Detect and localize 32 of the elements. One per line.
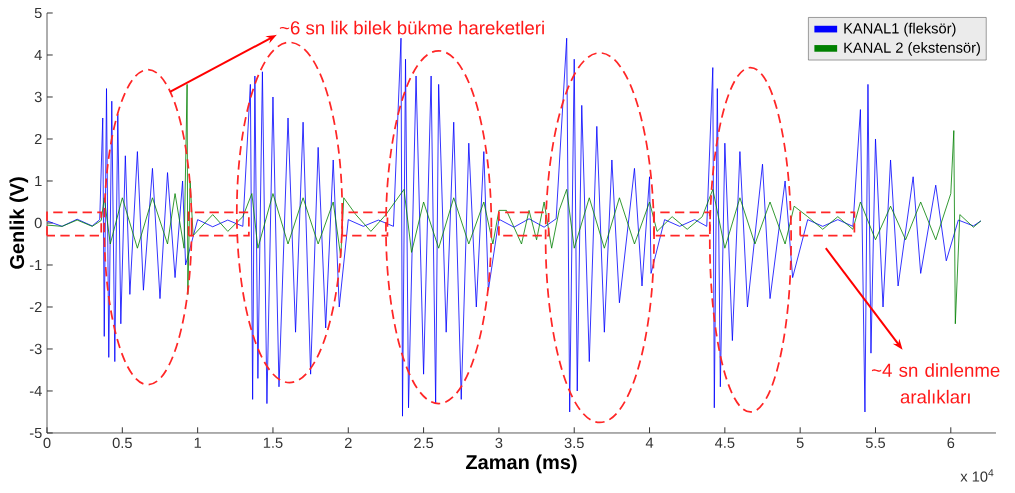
- x-tick-label: 1: [194, 437, 202, 448]
- y-tick-label: 2: [34, 133, 42, 145]
- x-tick-label: 4.5: [714, 437, 735, 448]
- annotation: ~4 sn dinlenme aralıkları: [871, 363, 1000, 404]
- y-tick-label: -2: [29, 301, 42, 313]
- legend-label: KANAL 2 (ekstensör): [844, 42, 980, 56]
- x-tick-label: 4: [645, 437, 654, 448]
- line-series: [46, 83, 982, 325]
- text: x 10$^{4}$: [960, 469, 994, 482]
- y-axis-title: Genlik (V): [9, 177, 29, 269]
- y-tick-label: 1: [35, 175, 42, 187]
- y-tick-label: 4: [34, 49, 42, 61]
- x-tick-label: 5: [796, 437, 804, 448]
- x-tick-label: 5.5: [865, 437, 886, 448]
- x-tick-label: 6: [947, 437, 955, 449]
- y-tick-label: -1: [29, 259, 42, 271]
- y-tick-label: -3: [29, 343, 42, 355]
- x-tick-label: 3: [495, 437, 503, 449]
- y-tick-label: 5: [34, 7, 42, 19]
- legend-label: KANAL1 (fleksör): [844, 22, 956, 37]
- x-axis-title: Zaman (ms): [465, 454, 577, 474]
- x-tick-label: 2.5: [414, 437, 434, 449]
- y-tick-label: 3: [34, 91, 42, 103]
- x-tick-label: 3.5: [564, 437, 584, 449]
- y-tick-label: -4: [29, 385, 42, 397]
- x-tick-label: 2: [344, 437, 352, 448]
- x-tick-label: 1.5: [263, 437, 283, 448]
- x-tick-label: 0: [43, 437, 51, 449]
- y-tick-label: 0: [34, 217, 42, 229]
- annotation: ~6 sn lik bilek bükme hareketleri: [279, 20, 544, 35]
- y-tick-label: -5: [29, 427, 42, 439]
- x-tick-label: 0.5: [112, 437, 132, 449]
